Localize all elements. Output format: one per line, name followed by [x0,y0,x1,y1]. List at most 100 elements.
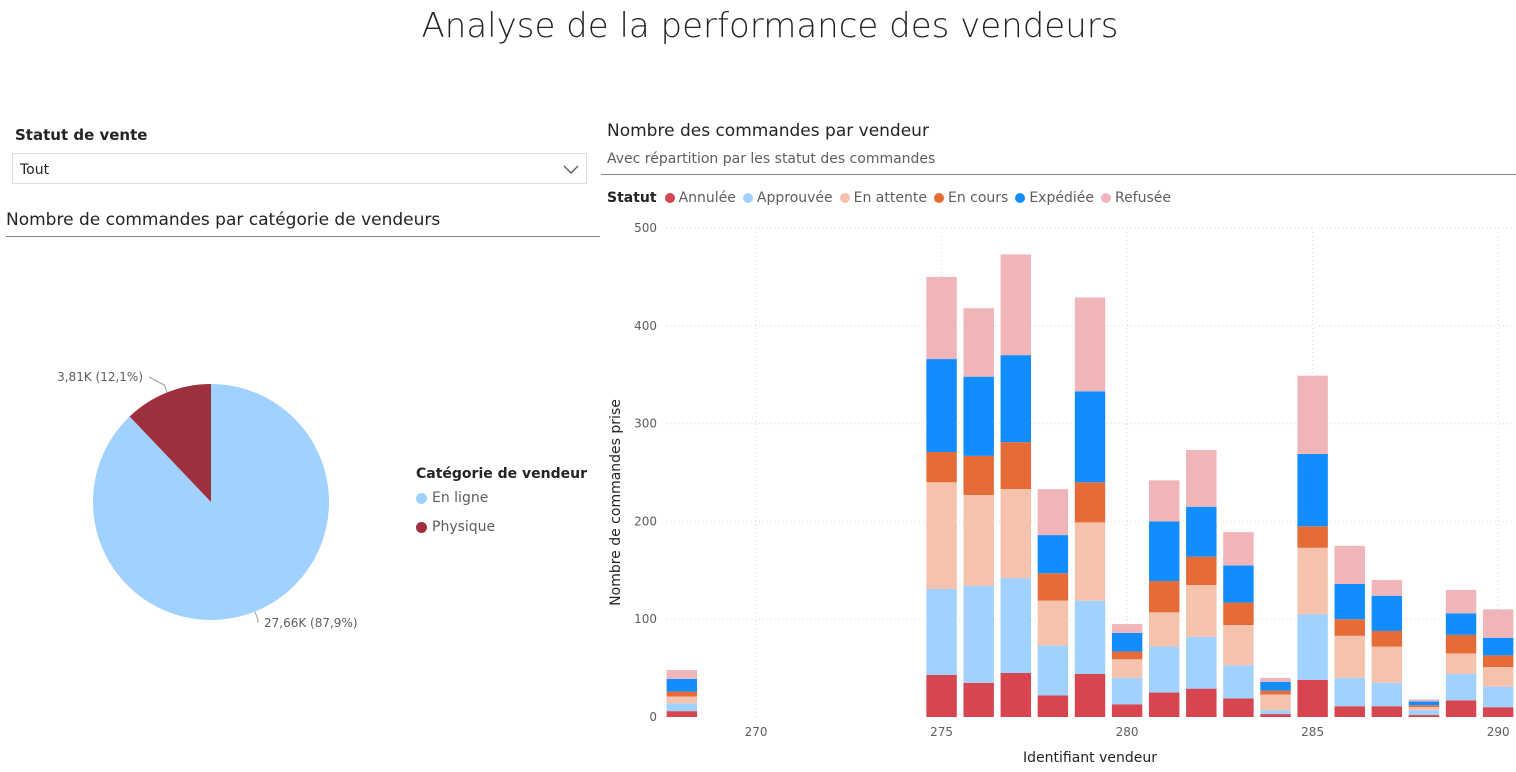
legend-item-en-cours[interactable]: En cours [933,190,1008,206]
bar-segment-en-cours[interactable] [1074,482,1106,523]
bar-segment-approuvée[interactable] [1148,646,1180,693]
bar-segment-en-cours[interactable] [1148,581,1180,613]
bar-segment-en-cours[interactable] [1445,634,1477,654]
bar-segment-approuvée[interactable] [1445,673,1477,701]
bar-segment-refusée[interactable] [1408,699,1440,702]
bar-segment-refusée[interactable] [1000,254,1032,356]
bar-segment-en-cours[interactable] [1334,619,1365,636]
bar-segment-expédiée[interactable] [1074,391,1106,483]
bar-segment-en-cours[interactable] [1223,602,1254,626]
bar-segment-refusée[interactable] [1260,677,1291,682]
pie-legend-item-physique[interactable]: Physique [416,519,495,535]
bar-segment-refusée[interactable] [666,670,698,679]
bar-segment-approuvée[interactable] [1186,636,1217,689]
bar-segment-annulée[interactable] [963,682,994,717]
bar-segment-refusée[interactable] [1111,624,1143,633]
bar-segment-annulée[interactable] [666,711,698,717]
bar-segment-annulée[interactable] [1334,706,1365,717]
bar-segment-annulée[interactable] [1000,672,1032,717]
bar-segment-approuvée[interactable] [1371,682,1403,707]
bar-segment-annulée[interactable] [1445,700,1477,717]
bar-segment-expédiée[interactable] [1482,637,1514,656]
bar-segment-en-cours[interactable] [926,451,957,483]
bar-segment-expédiée[interactable] [926,359,957,452]
bar-segment-annulée[interactable] [1223,698,1254,717]
bar-segment-en-cours[interactable] [1000,442,1032,490]
bar-segment-expédiée[interactable] [666,678,698,692]
bar-segment-approuvée[interactable] [1074,600,1106,674]
bar-segment-en-attente[interactable] [926,482,957,589]
bar-segment-annulée[interactable] [1037,695,1069,717]
bar-segment-en-cours[interactable] [1037,573,1069,601]
bar-segment-expédiée[interactable] [1408,701,1440,706]
bar-segment-en-attente[interactable] [963,494,994,586]
bar-segment-refusée[interactable] [926,276,957,360]
bar-segment-en-cours[interactable] [1186,556,1217,585]
bar-segment-approuvée[interactable] [1223,665,1254,699]
bar-segment-en-attente[interactable] [1037,600,1069,646]
bar-segment-en-attente[interactable] [1297,547,1328,615]
bar-segment-en-cours[interactable] [1297,526,1328,548]
bar-segment-en-cours[interactable] [1111,651,1143,660]
bar-segment-annulée[interactable] [1297,679,1328,717]
bar-segment-en-cours[interactable] [1371,630,1403,647]
bar-segment-refusée[interactable] [1297,375,1328,454]
pie-slice-physique[interactable] [129,384,211,502]
bar-segment-annulée[interactable] [1482,707,1514,717]
bar-segment-en-cours[interactable] [1260,690,1291,695]
bar-segment-expédiée[interactable] [1148,521,1180,582]
bar-segment-expédiée[interactable] [1297,453,1328,527]
bar-segment-expédiée[interactable] [1445,613,1477,635]
bar-segment-expédiée[interactable] [1111,632,1143,652]
bar-segment-annulée[interactable] [1074,673,1106,717]
bar-segment-annulée[interactable] [1148,692,1180,717]
bar-segment-approuvée[interactable] [1111,677,1143,705]
bar-segment-annulée[interactable] [1111,704,1143,717]
bar-segment-en-cours[interactable] [666,691,698,697]
bar-segment-approuvée[interactable] [1482,686,1514,708]
bar-segment-approuvée[interactable] [1297,614,1328,680]
bar-segment-approuvée[interactable] [963,585,994,683]
bar-segment-expédiée[interactable] [1223,565,1254,603]
bar-segment-en-attente[interactable] [666,696,698,704]
legend-item-en-attente[interactable]: En attente [839,190,927,206]
bar-segment-annulée[interactable] [1186,688,1217,717]
bar-segment-en-attente[interactable] [1260,694,1291,711]
bar-segment-expédiée[interactable] [1334,583,1365,620]
bar-segment-en-attente[interactable] [1000,489,1032,579]
bar-segment-en-attente[interactable] [1074,522,1106,601]
legend-item-approuvée[interactable]: Approuvée [742,190,833,206]
bar-segment-expédiée[interactable] [1186,506,1217,557]
bar-segment-en-attente[interactable] [1334,635,1365,678]
bar-segment-refusée[interactable] [1445,589,1477,614]
bar-segment-en-cours[interactable] [1408,705,1440,708]
legend-item-annulée[interactable]: Annulée [664,190,736,206]
bar-segment-refusée[interactable] [1482,609,1514,638]
bar-segment-expédiée[interactable] [1371,595,1403,631]
bar-segment-en-attente[interactable] [1186,584,1217,637]
pie-legend-item-en-ligne[interactable]: En ligne [416,490,488,506]
bar-segment-en-attente[interactable] [1408,707,1440,711]
bar-segment-en-cours[interactable] [963,455,994,495]
bar-segment-annulée[interactable] [1371,706,1403,717]
bar-segment-annulée[interactable] [1408,715,1440,717]
bar-segment-expédiée[interactable] [1000,355,1032,443]
bar-segment-expédiée[interactable] [963,376,994,456]
bar-segment-refusée[interactable] [963,308,994,377]
bar-segment-en-attente[interactable] [1223,625,1254,666]
bar-segment-en-attente[interactable] [1148,612,1180,647]
bar-segment-en-attente[interactable] [1482,667,1514,687]
bar-segment-expédiée[interactable] [1037,535,1069,574]
bar-segment-approuvée[interactable] [1408,710,1440,716]
bar-segment-refusée[interactable] [1223,532,1254,566]
bar-segment-refusée[interactable] [1334,545,1365,584]
bar-segment-annulée[interactable] [1260,714,1291,717]
bar-segment-refusée[interactable] [1074,297,1106,392]
status-slicer-dropdown[interactable]: Tout [12,153,587,184]
bar-segment-approuvée[interactable] [1334,677,1365,707]
bar-segment-approuvée[interactable] [666,703,698,712]
bar-segment-approuvée[interactable] [1000,578,1032,673]
chevron-down-icon[interactable] [562,160,580,182]
legend-item-refusée[interactable]: Refusée [1100,190,1171,206]
bar-segment-en-attente[interactable] [1111,659,1143,678]
